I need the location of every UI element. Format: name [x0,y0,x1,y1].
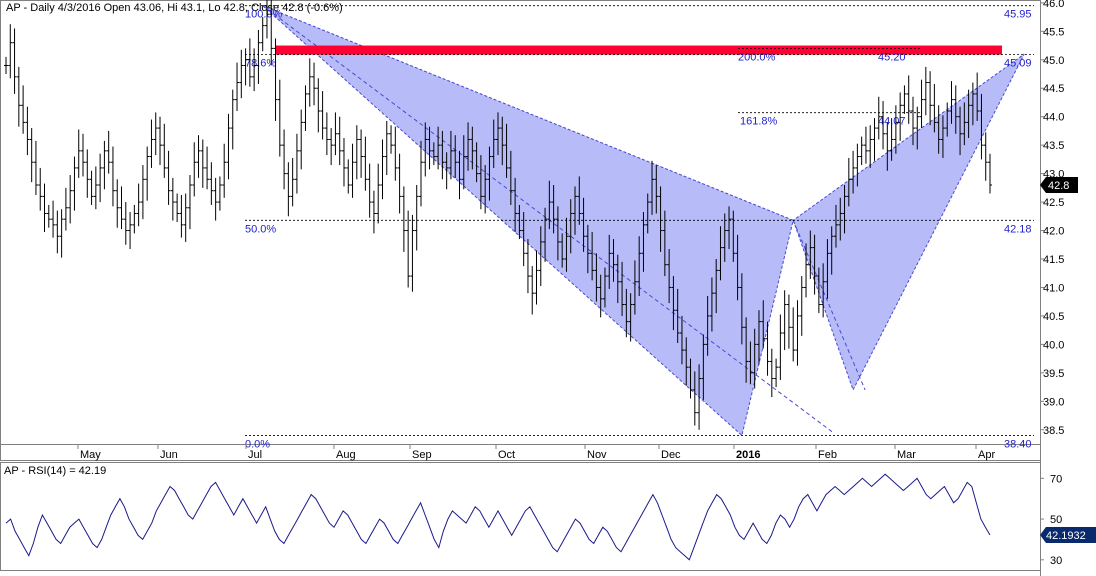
x-tick-label: Nov [587,449,607,461]
x-tick-label: Sep [412,449,432,461]
price-y-tick-label: 39.5 [1043,368,1064,380]
price-y-tick-label: 44.5 [1043,83,1064,95]
price-y-tick-label: 41.5 [1043,254,1064,266]
fib-pct-label: 50.0% [245,223,276,235]
fib-value-label: 38.40 [1004,438,1032,450]
price-y-tick-label: 40.0 [1043,339,1064,351]
price-y-tick-label: 42.5 [1043,197,1064,209]
last-price-label: 42.8 [1048,180,1069,192]
rsi-title: AP - RSI(14) = 42.19 [4,465,106,477]
rsi-frame [0,462,1041,571]
fib-pct-label: 78.6% [245,58,276,70]
x-tick-label: Feb [818,449,837,461]
pattern-bd-line [792,220,866,391]
ext-value-label: 45.20 [878,51,906,63]
price-y-tick-label: 43.5 [1043,140,1064,152]
price-y-tick-label: 42.0 [1043,226,1064,238]
pattern-bcd [792,53,1025,392]
last-price-badge [1040,177,1078,193]
ext-pct-label: 200.0% [738,51,776,63]
rsi-last-badge [1040,526,1096,543]
fib-value-label: 45.95 [1004,9,1032,21]
x-tick-label: Oct [498,449,515,461]
price-y-tick-label: 41.0 [1043,282,1064,294]
price-y-tick-label: 40.5 [1043,311,1064,323]
ext-pct-label: 161.8% [740,116,778,128]
x-tick-label: Mar [897,449,916,461]
x-tick-label: Jun [160,449,178,461]
price-y-tick-label: 45.0 [1043,55,1064,67]
rsi-y-tick-label: 30 [1050,555,1062,567]
chart-title: AP - Daily 4/3/2016 Open 43.06, Hi 43.1,… [6,2,343,14]
x-tick-label: Dec [661,449,681,461]
fib-value-label: 45.09 [1004,58,1032,70]
rsi-last-label: 42.1932 [1046,530,1086,542]
x-tick-label: Jul [248,449,262,461]
x-tick-label: 2016 [736,449,760,461]
price-y-tick-label: 44.0 [1043,112,1064,124]
price-y-tick-label: 45.5 [1043,26,1064,38]
fib-pct-label: 0.0% [245,438,270,450]
x-tick-label: May [80,449,101,461]
rsi-y-tick-label: 70 [1050,473,1062,485]
fib-value-label: 42.18 [1004,223,1032,235]
price-y-tick-label: 38.5 [1043,425,1064,437]
price-y-tick-label: 46.0 [1043,0,1064,10]
x-tick-label: Apr [978,449,995,461]
rsi-y-tick-label: 50 [1050,514,1062,526]
price-y-tick-label: 39.0 [1043,396,1064,408]
rsi-panel: AP - RSI(14) = 42.19 70 50 30 42.1932 [0,462,1096,571]
reversal-zone [276,45,1002,55]
x-tick-label: Aug [336,449,356,461]
fib-pct-label: 100.0% [245,9,283,21]
rsi-line [5,473,991,561]
